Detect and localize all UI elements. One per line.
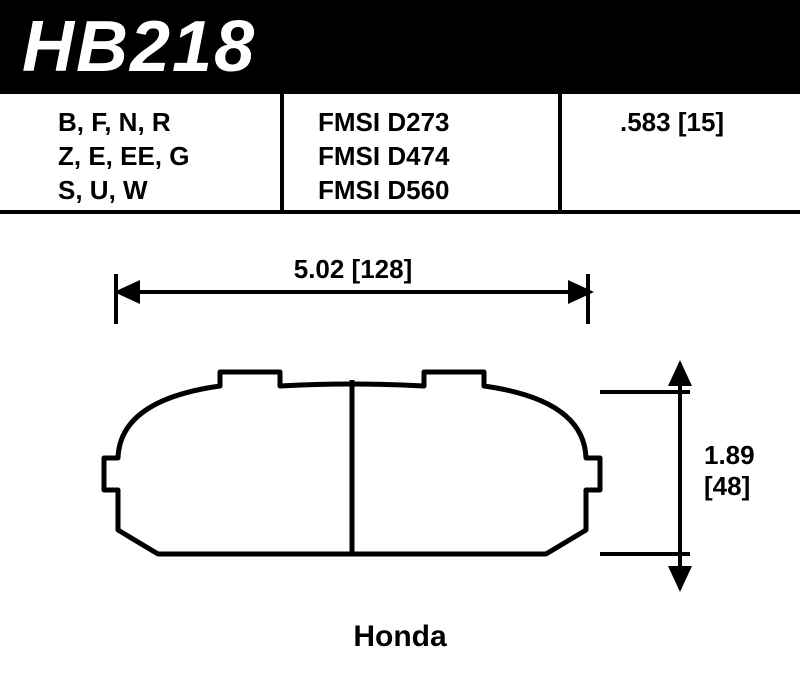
fmsi-line: FMSI D474 xyxy=(318,140,528,174)
fmsi-line: FMSI D273 xyxy=(318,106,528,140)
arrow-right-icon xyxy=(566,278,594,306)
manufacturer-label: Honda xyxy=(0,620,800,654)
compounds-column: B, F, N, R Z, E, EE, G S, U, W xyxy=(58,106,258,207)
info-row: B, F, N, R Z, E, EE, G S, U, W FMSI D273… xyxy=(0,94,800,214)
arrow-left-icon xyxy=(114,278,142,306)
compounds-line: Z, E, EE, G xyxy=(58,140,258,174)
thickness-column: .583 [15] xyxy=(620,106,790,140)
column-divider xyxy=(558,94,562,214)
compounds-line: S, U, W xyxy=(58,174,258,208)
height-dimension-line xyxy=(678,366,682,586)
width-dimension-label: 5.02 [128] xyxy=(120,254,586,285)
height-value-inch: 1.89 xyxy=(704,440,755,471)
height-dimension-label: 1.89 [48] xyxy=(704,440,755,502)
height-value-mm: [48] xyxy=(704,471,755,502)
diagram-area: 5.02 [128] 1.89 [48] xyxy=(0,218,800,648)
fmsi-line: FMSI D560 xyxy=(318,174,528,208)
header-bar: HB218 xyxy=(0,0,800,94)
part-number: HB218 xyxy=(22,6,256,88)
fmsi-column: FMSI D273 FMSI D474 FMSI D560 xyxy=(318,106,528,207)
extension-line xyxy=(600,552,690,556)
extension-line xyxy=(600,390,690,394)
compounds-line: B, F, N, R xyxy=(58,106,258,140)
width-dimension-line xyxy=(120,290,586,294)
arrow-down-icon xyxy=(666,564,694,592)
thickness-value: .583 [15] xyxy=(620,106,790,140)
column-divider xyxy=(280,94,284,214)
page: HB218 B, F, N, R Z, E, EE, G S, U, W FMS… xyxy=(0,0,800,691)
brake-pad-outline xyxy=(100,340,610,580)
arrow-up-icon xyxy=(666,360,694,388)
